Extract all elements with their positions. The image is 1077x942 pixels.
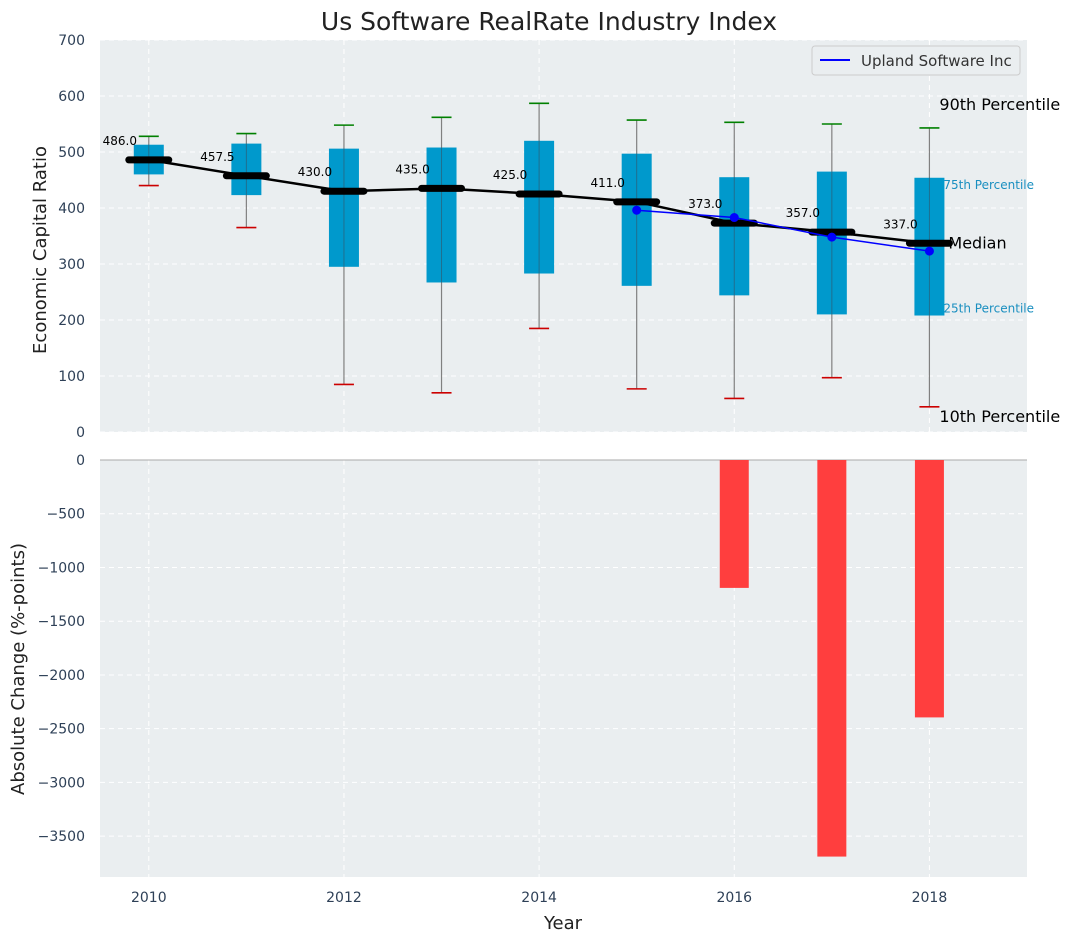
change-bar-2017 [817, 460, 847, 857]
median-value-label: 337.0 [883, 217, 917, 231]
change-bar-2016 [719, 460, 749, 588]
bottom-y-tick-label: −1000 [38, 560, 85, 576]
median-value-label: 486.0 [103, 134, 137, 148]
annotation-p90: 90th Percentile [939, 95, 1060, 114]
upland-point [827, 232, 837, 242]
annotation-p10: 10th Percentile [939, 407, 1060, 426]
chart-title: Us Software RealRate Industry Index [321, 7, 777, 36]
upland-point [632, 205, 642, 215]
legend-box [811, 45, 1021, 76]
median-value-label: 457.5 [200, 150, 234, 164]
x-axis-label: Year [543, 913, 583, 934]
bottom-plot-background [100, 460, 1027, 877]
bottom-y-tick-label: −3000 [38, 775, 85, 791]
x-tick-label: 2010 [131, 890, 167, 906]
top-y-tick-label: 300 [58, 257, 85, 273]
upland-point [924, 246, 934, 256]
upland-point [729, 213, 739, 223]
legend: Upland Software Inc [811, 45, 1021, 76]
annotation-p75: 75th Percentile [943, 178, 1034, 192]
legend-label-upland: Upland Software Inc [861, 52, 1012, 70]
top-y-tick-label: 500 [58, 145, 85, 161]
bottom-y-tick-label: −500 [47, 507, 85, 523]
bottom-y-axis-label: Absolute Change (%-points) [8, 543, 29, 795]
box-2014: 425.0 [493, 102, 563, 330]
median-value-label: 425.0 [493, 168, 527, 182]
x-tick-label: 2014 [521, 890, 557, 906]
x-tick-label: 2018 [912, 890, 948, 906]
annotation-median: Median [948, 233, 1006, 252]
box-2011: 457.5 [200, 132, 270, 229]
bottom-y-tick-label: −2000 [38, 668, 85, 684]
upland-line [636, 209, 930, 252]
box-2012: 430.0 [298, 124, 368, 386]
top-y-tick-label: 200 [58, 313, 85, 329]
median-value-label: 430.0 [298, 165, 332, 179]
bottom-y-tick-label: −2500 [38, 722, 85, 738]
annotation-p25: 25th Percentile [943, 302, 1034, 316]
top-y-tick-label: 600 [58, 89, 85, 105]
median-value-label: 411.0 [591, 176, 625, 190]
top-y-axis-label: Economic Capital Ratio [30, 146, 51, 354]
top-panel: 0 100 200 300 400 500 600 700 486.0 457.5 430.0 435… [58, 33, 1060, 441]
top-y-tick-label: 0 [76, 425, 85, 441]
top-y-tick-label: 100 [58, 369, 85, 385]
change-bar-2018 [914, 460, 944, 718]
median-value-label: 435.0 [395, 162, 429, 176]
top-y-tick-label: 400 [58, 201, 85, 217]
bottom-y-tick-label: −3500 [38, 829, 85, 845]
median-value-label: 357.0 [786, 206, 820, 220]
bottom-y-tick-label: 0 [76, 453, 85, 469]
x-tick-label: 2012 [326, 890, 362, 906]
bottom-y-tick-label: −1500 [38, 614, 85, 630]
top-plot-background [100, 40, 1027, 432]
bottom-panel: 0 −500 −1000 −1500 −2000 −2500 −3000 −3500 2010 2… [38, 453, 1027, 906]
median-trend-line [148, 158, 930, 245]
top-y-tick-label: 700 [58, 33, 85, 49]
median-value-label: 373.0 [688, 197, 722, 211]
x-tick-label: 2016 [716, 890, 752, 906]
